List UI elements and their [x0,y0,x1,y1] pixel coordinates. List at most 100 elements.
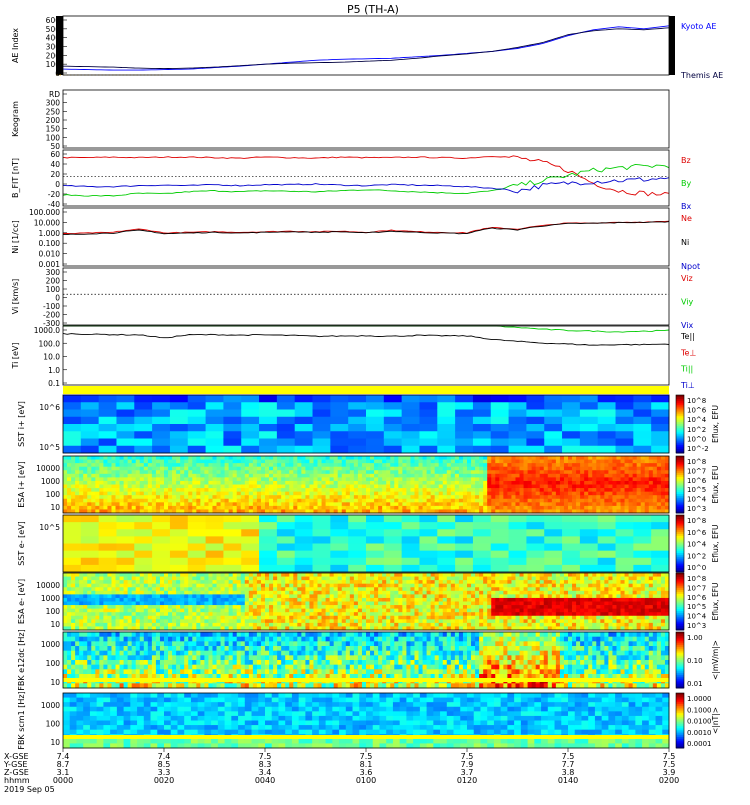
heat-cell [281,502,285,506]
heat-cell [245,477,249,481]
heat-cell [196,623,200,627]
heat-cell [499,619,503,623]
heat-cell [273,602,277,606]
heat-cell [79,602,83,606]
heat-cell [67,580,71,584]
heat-cell [414,474,418,478]
heat-cell [295,446,313,454]
heat-cell [192,605,196,609]
heat-cell [649,502,653,506]
heat-cell [168,499,172,503]
heat-cell [204,594,208,598]
heat-cell [641,481,645,485]
heat-cell [132,623,136,627]
heat-cell [326,602,330,606]
heat-cell [132,485,136,489]
heat-cell [653,485,657,489]
heat-cell [168,573,172,577]
heat-cell [334,573,338,577]
heat-cell [346,502,350,506]
heat-cell [641,463,645,467]
heat-cell [156,477,160,481]
heat-cell [467,580,471,584]
heat-cell [580,544,598,552]
heat-cell [338,612,342,616]
heat-cell [281,573,285,577]
heat-cell [132,584,136,588]
heat-cell [124,481,128,485]
heat-cell [200,605,204,609]
heat-cell [148,477,152,481]
heat-cell [348,544,366,552]
heat-cell [237,502,241,506]
heat-cell [487,619,491,623]
heat-cell [507,502,511,506]
heat-cell [447,623,451,627]
heat-cell [172,591,176,595]
heat-cell [382,580,386,584]
heat-cell [63,456,67,460]
heat-cell [63,492,67,496]
heat-cell [79,495,83,499]
heat-cell [204,502,208,506]
heat-cell [156,623,160,627]
heat-cell [374,495,378,499]
heat-cell [439,474,443,478]
heat-cell [596,481,600,485]
heat-cell [309,577,313,581]
heat-cell [532,463,536,467]
heat-cell [475,460,479,464]
heat-cell [67,481,71,485]
heat-cell [180,594,184,598]
heat-cell [378,499,382,503]
heat-cell [414,605,418,609]
heat-cell [604,456,608,460]
heat-cell [144,580,148,584]
heat-cell [358,577,362,581]
heat-cell [184,609,188,613]
heat-cell [223,558,241,566]
heat-cell [338,467,342,471]
heat-cell [249,456,253,460]
heat-cell [568,463,572,467]
y-tick-label: 10.0 [43,353,60,362]
heat-cell [560,485,564,489]
heat-cell [192,492,196,496]
heat-cell [99,558,117,566]
heat-cell [382,605,386,609]
heat-cell [633,495,637,499]
heat-cell [584,502,588,506]
heat-cell [495,474,499,478]
heat-cell [342,587,346,591]
heat-cell [103,481,107,485]
heat-cell [152,492,156,496]
heat-cell [257,580,261,584]
heat-cell [245,460,249,464]
heat-cell [588,495,592,499]
heat-cell [661,474,665,478]
heat-cell [212,580,216,584]
heat-cell [208,506,212,510]
heat-cell [370,609,374,613]
heat-cell [495,470,499,474]
heat-cell [410,612,414,616]
heat-cell [99,591,103,595]
heat-cell [116,467,120,471]
heat-cell [588,481,592,485]
heat-cell [241,573,245,577]
heat-cell [629,456,633,460]
heat-cell [463,612,467,616]
colorbar-tick-label: 10^4 [687,416,707,424]
heat-cell [406,470,410,474]
heat-cell [334,506,338,510]
heat-cell [192,591,196,595]
y-tick-label: 0 [55,180,60,189]
heat-cell [217,485,221,489]
legend-entry: Te|| [680,332,695,341]
y-tick-label: 0.100 [39,239,61,248]
heat-cell [233,488,237,492]
heat-cell [439,602,443,606]
heat-cell [152,456,156,460]
heat-cell [289,602,293,606]
heat-cell [168,609,172,613]
